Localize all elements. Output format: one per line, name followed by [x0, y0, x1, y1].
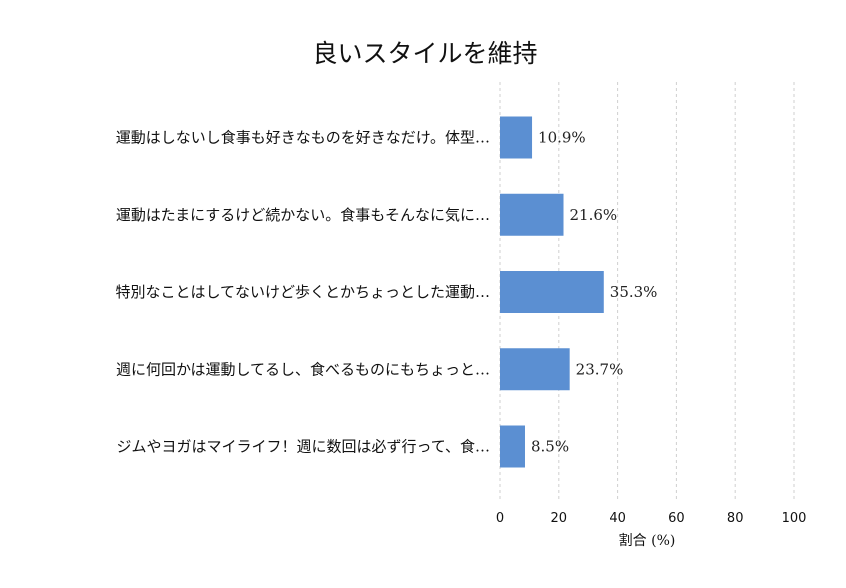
category-label: 運動はたまにするけど続かない。食事もそんなに気に…: [116, 206, 490, 224]
category-label: 特別なことはしてないけど歩くとかちょっとした運動…: [115, 283, 490, 301]
x-tick-label: 60: [668, 511, 685, 526]
data-label: 23.7%: [576, 360, 624, 378]
data-label: 10.9%: [538, 129, 586, 147]
category-label: 運動はしないし食事も好きなものを好きなだけ。体型…: [116, 129, 490, 147]
data-label: 35.3%: [610, 283, 658, 301]
bar: [500, 425, 525, 468]
x-tick-label: 0: [496, 511, 504, 526]
category-label: ジムやヨガはマイライフ！週に数回は必ず行って、食…: [116, 438, 490, 456]
bar: [500, 271, 604, 313]
bars: [500, 116, 604, 468]
x-axis-label: 割合 (%): [619, 532, 676, 549]
x-tick-label: 80: [727, 511, 744, 526]
bar: [500, 193, 564, 236]
x-axis-ticks: 0 20 40 60 80 100: [496, 511, 807, 526]
category-labels: 運動はしないし食事も好きなものを好きなだけ。体型… 運動はたまにするけど続かない。…: [115, 129, 490, 456]
data-labels: 10.9% 21.6% 35.3% 23.7% 8.5%: [531, 129, 657, 456]
x-tick-label: 20: [551, 511, 568, 526]
category-label: 週に何回かは運動してるし、食べるものにもちょっと…: [116, 360, 490, 378]
x-tick-label: 100: [782, 511, 807, 526]
bar: [500, 116, 533, 159]
bar: [500, 348, 570, 391]
data-label: 8.5%: [531, 438, 569, 456]
data-label: 21.6%: [570, 206, 618, 224]
chart-title: 良いスタイルを維持: [312, 39, 537, 68]
x-tick-label: 40: [609, 511, 626, 526]
